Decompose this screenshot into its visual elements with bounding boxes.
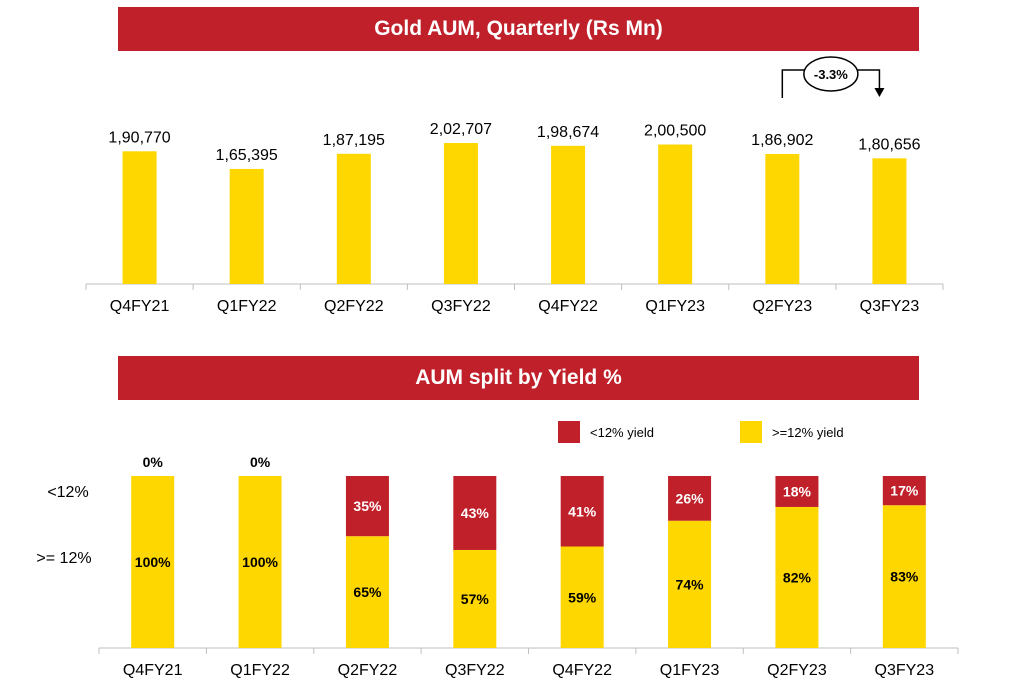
chart1-tick-label: Q3FY23: [860, 298, 920, 315]
chart1-bar: [872, 158, 907, 284]
chart2-data-label-high-yield: 100%: [242, 554, 278, 570]
chart2-title-banner: AUM split by Yield %: [118, 356, 919, 400]
legend-swatch-low-yield: [558, 421, 580, 443]
chart1-data-label: 1,87,195: [323, 132, 385, 149]
chart2-tick-label: Q2FY23: [767, 662, 827, 679]
chart2-tick-label: Q4FY21: [123, 662, 183, 679]
chart2-tick-label: Q1FY22: [230, 662, 290, 679]
chart2-bar-high-yield: [775, 506, 819, 648]
legend-label-low-yield: <12% yield: [590, 425, 654, 440]
chart1-bar: [122, 151, 157, 284]
chart2-data-label-high-yield: 65%: [353, 584, 382, 600]
chart2-data-label-low-yield: 17%: [890, 483, 919, 499]
chart2-tick-label: Q2FY22: [338, 662, 398, 679]
chart1-tick-label: Q3FY22: [431, 298, 491, 315]
chart1-tick-label: Q1FY22: [217, 298, 277, 315]
chart2-title: AUM split by Yield %: [415, 366, 622, 389]
chart1-data-label: 2,00,500: [644, 123, 706, 140]
chart1-data-label: 1,90,770: [108, 129, 170, 146]
chart1-annotation-ellipse: [803, 56, 859, 92]
legend-swatch-high-yield: [740, 421, 762, 443]
chart1-data-label: 1,98,674: [537, 124, 599, 141]
chart1-tick-label: Q4FY21: [110, 298, 170, 315]
chart2-bar-high-yield: [560, 546, 604, 648]
chart2-bar-high-yield: [668, 520, 712, 648]
chart2-bar-low-yield: [560, 476, 604, 547]
chart2-row-label-low: <12%: [47, 484, 88, 501]
chart2-bar-high-yield: [345, 536, 389, 648]
chart2-bar-high-yield: [238, 476, 282, 648]
chart2-tick-label: Q3FY23: [875, 662, 935, 679]
chart2-bar-high-yield: [882, 505, 926, 648]
chart2-bar-low-yield: [453, 476, 497, 550]
chart2-data-label-high-yield: 82%: [783, 569, 812, 585]
chart1-data-label: 1,80,656: [858, 136, 920, 153]
legend-label-high-yield: >=12% yield: [772, 425, 844, 440]
chart2-bar-high-yield: [453, 549, 497, 648]
chart2-data-label-high-yield: 100%: [135, 554, 171, 570]
chart1-bar: [443, 143, 478, 284]
chart2-bar-low-yield: [345, 476, 389, 537]
chart2-data-label-low-yield: 41%: [568, 503, 597, 519]
chart2-data-label-low-yield: 35%: [353, 498, 382, 514]
chart2-data-label-low-yield: 18%: [783, 483, 812, 499]
chart1-annotation-arrowhead: [874, 88, 885, 97]
chart2-data-label-low-yield: 43%: [461, 505, 490, 521]
chart2-data-label-high-yield: 57%: [461, 591, 490, 607]
chart1-tick-label: Q2FY23: [753, 298, 813, 315]
chart1-title: Gold AUM, Quarterly (Rs Mn): [374, 17, 663, 40]
chart2-data-label-high-yield: 83%: [890, 569, 919, 585]
chart2-data-label-low-yield: 0%: [250, 454, 271, 470]
chart1-bar: [229, 168, 264, 284]
chart1-bar: [765, 153, 800, 284]
chart2-data-label-high-yield: 74%: [676, 576, 705, 592]
chart1-tick-label: Q4FY22: [538, 298, 598, 315]
chart1-data-label: 1,65,395: [216, 147, 278, 164]
chart1-tick-label: Q1FY23: [645, 298, 705, 315]
chart1-annotation-label: -3.3%: [814, 67, 848, 82]
chart1-bar: [551, 145, 586, 284]
chart2-bar-low-yield: [668, 476, 712, 521]
chart1-data-label: 1,86,902: [751, 132, 813, 149]
chart1-tick-label: Q2FY22: [324, 298, 384, 315]
chart1-bar: [336, 153, 371, 284]
chart2-bar-low-yield: [882, 476, 926, 506]
chart2-row-label-high: >= 12%: [36, 550, 91, 567]
chart2-data-label-low-yield: 26%: [676, 490, 705, 506]
chart2-data-label-high-yield: 59%: [568, 589, 597, 605]
chart2-bar-low-yield: [775, 476, 819, 507]
chart1-data-label: 2,02,707: [430, 121, 492, 138]
chart2-tick-label: Q1FY23: [660, 662, 720, 679]
chart1-bar: [658, 144, 693, 284]
chart2-tick-label: Q3FY22: [445, 662, 505, 679]
chart2-bar-high-yield: [131, 476, 175, 648]
chart1-title-banner: Gold AUM, Quarterly (Rs Mn): [118, 7, 919, 51]
chart2-data-label-low-yield: 0%: [143, 454, 164, 470]
chart2-tick-label: Q4FY22: [552, 662, 612, 679]
